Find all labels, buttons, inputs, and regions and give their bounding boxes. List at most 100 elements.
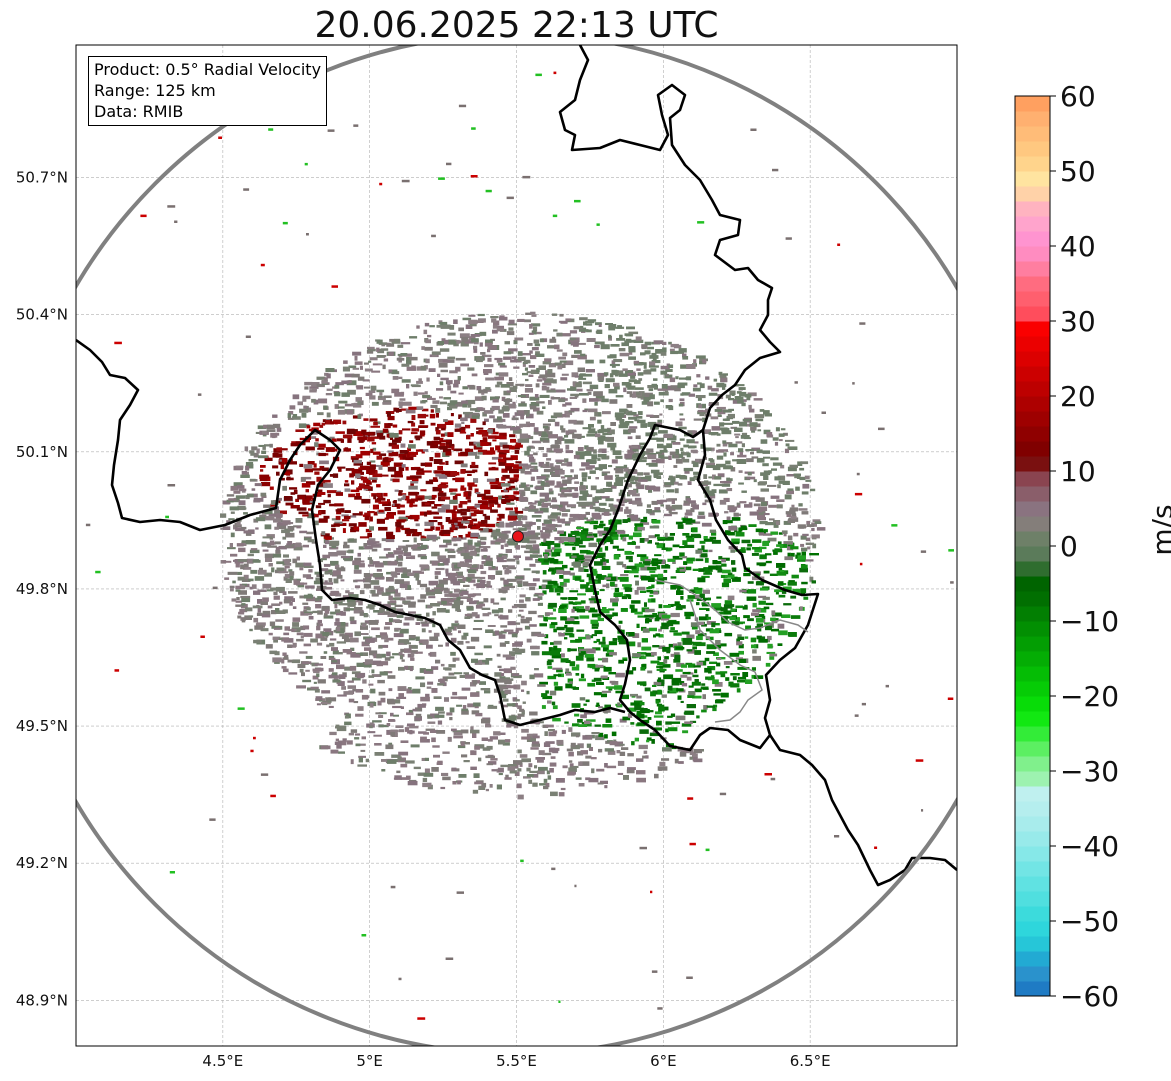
velocity-echo-pixel (502, 565, 509, 568)
velocity-echo-pixel (241, 603, 246, 606)
velocity-echo-pixel (355, 563, 365, 568)
velocity-echo-pixel (661, 547, 668, 550)
velocity-echo-pixel (544, 634, 549, 639)
velocity-echo-pixel (381, 759, 388, 762)
velocity-echo-pixel (585, 699, 590, 703)
velocity-echo-pixel (491, 431, 499, 435)
velocity-echo-pixel (564, 493, 574, 497)
velocity-echo-pixel (513, 760, 523, 765)
velocity-echo-pixel (348, 365, 357, 369)
velocity-echo-pixel (256, 448, 260, 454)
velocity-echo-pixel (370, 385, 377, 391)
velocity-echo-pixel (510, 426, 518, 431)
velocity-echo-pixel (503, 351, 512, 355)
velocity-echo-pixel (406, 476, 413, 480)
velocity-echo-pixel (497, 424, 507, 429)
velocity-echo-pixel (534, 431, 542, 435)
velocity-echo-pixel (776, 544, 784, 547)
velocity-echo-pixel (664, 390, 669, 395)
velocity-echo-pixel (705, 614, 709, 617)
velocity-echo-pixel (506, 541, 515, 546)
velocity-echo-pixel (567, 476, 573, 481)
velocity-echo-pixel (400, 443, 406, 448)
velocity-echo-pixel (276, 561, 285, 565)
velocity-echo-pixel (257, 589, 267, 592)
velocity-echo-pixel (748, 404, 752, 410)
velocity-echo-pixel (247, 529, 255, 534)
velocity-echo-pixel (571, 608, 575, 613)
velocity-echo-pixel (507, 766, 515, 771)
velocity-echo-pixel (782, 480, 790, 485)
velocity-echo-pixel (410, 514, 420, 520)
velocity-echo-pixel (673, 504, 683, 510)
velocity-echo-pixel (579, 468, 585, 471)
velocity-echo-pixel (483, 598, 489, 603)
velocity-echo-pixel (506, 558, 516, 562)
velocity-echo-pixel (409, 725, 419, 729)
velocity-echo-pixel (539, 507, 549, 513)
velocity-echo-pixel (475, 492, 481, 495)
velocity-echo-pixel (332, 650, 339, 655)
velocity-echo-pixel (658, 604, 663, 609)
velocity-echo-pixel (546, 612, 554, 615)
velocity-echo-pixel (478, 785, 486, 790)
velocity-echo-pixel (574, 481, 579, 484)
velocity-echo-pixel (454, 379, 460, 385)
velocity-echo-pixel (716, 443, 721, 447)
velocity-echo-pixel (320, 631, 324, 635)
velocity-echo-pixel (473, 510, 484, 514)
velocity-echo-pixel (776, 499, 785, 502)
velocity-echo-pixel (525, 556, 533, 561)
velocity-echo-pixel (408, 444, 416, 449)
velocity-echo-pixel (637, 527, 645, 531)
velocity-echo-pixel (377, 587, 384, 592)
velocity-echo-pixel (549, 463, 554, 468)
velocity-echo-pixel (609, 363, 620, 367)
velocity-echo-pixel (290, 492, 296, 495)
velocity-echo-pixel (354, 733, 361, 736)
velocity-echo-pixel (631, 600, 641, 604)
velocity-echo-pixel (809, 553, 819, 556)
velocity-echo-pixel (345, 468, 355, 471)
velocity-echo-pixel (369, 357, 378, 361)
velocity-echo-pixel (514, 507, 518, 512)
velocity-echo-pixel (382, 364, 386, 370)
velocity-echo-pixel (262, 597, 269, 602)
velocity-echo-pixel (331, 647, 338, 651)
velocity-echo-pixel (752, 571, 761, 576)
velocity-echo-pixel (400, 763, 408, 768)
velocity-echo-pixel (490, 447, 494, 452)
velocity-echo-pixel (460, 341, 469, 347)
velocity-echo-pixel (733, 512, 739, 517)
velocity-echo-pixel (438, 711, 445, 714)
velocity-echo-pixel (599, 359, 606, 364)
velocity-echo-pixel (426, 644, 433, 649)
velocity-echo-pixel (493, 320, 500, 326)
velocity-echo-pixel (449, 707, 455, 713)
velocity-echo-pixel (669, 348, 675, 352)
velocity-echo-pixel (401, 464, 406, 468)
velocity-echo-pixel (646, 737, 652, 741)
velocity-echo-pixel (622, 564, 627, 568)
velocity-echo-pixel (485, 377, 495, 381)
velocity-echo-pixel (727, 595, 735, 601)
velocity-echo-pixel (761, 615, 766, 619)
velocity-echo-pixel (365, 528, 372, 533)
velocity-echo-pixel (404, 727, 410, 732)
velocity-echo-pixel (760, 636, 766, 641)
velocity-echo-pixel (531, 323, 541, 327)
velocity-echo-pixel (636, 368, 641, 371)
velocity-echo-pixel (578, 567, 584, 572)
velocity-echo-pixel (688, 393, 695, 397)
velocity-echo-pixel (526, 690, 530, 695)
velocity-echo-pixel (431, 666, 439, 670)
velocity-echo-pixel (417, 772, 428, 776)
velocity-echo-pixel (678, 426, 687, 430)
velocity-echo-pixel (591, 613, 602, 618)
velocity-echo-pixel (694, 650, 701, 655)
velocity-echo-pixel (246, 558, 254, 564)
velocity-echo-pixel (303, 632, 313, 637)
velocity-echo-pixel (522, 524, 531, 527)
velocity-echo-pixel (680, 393, 684, 396)
velocity-echo-pixel (435, 413, 439, 418)
